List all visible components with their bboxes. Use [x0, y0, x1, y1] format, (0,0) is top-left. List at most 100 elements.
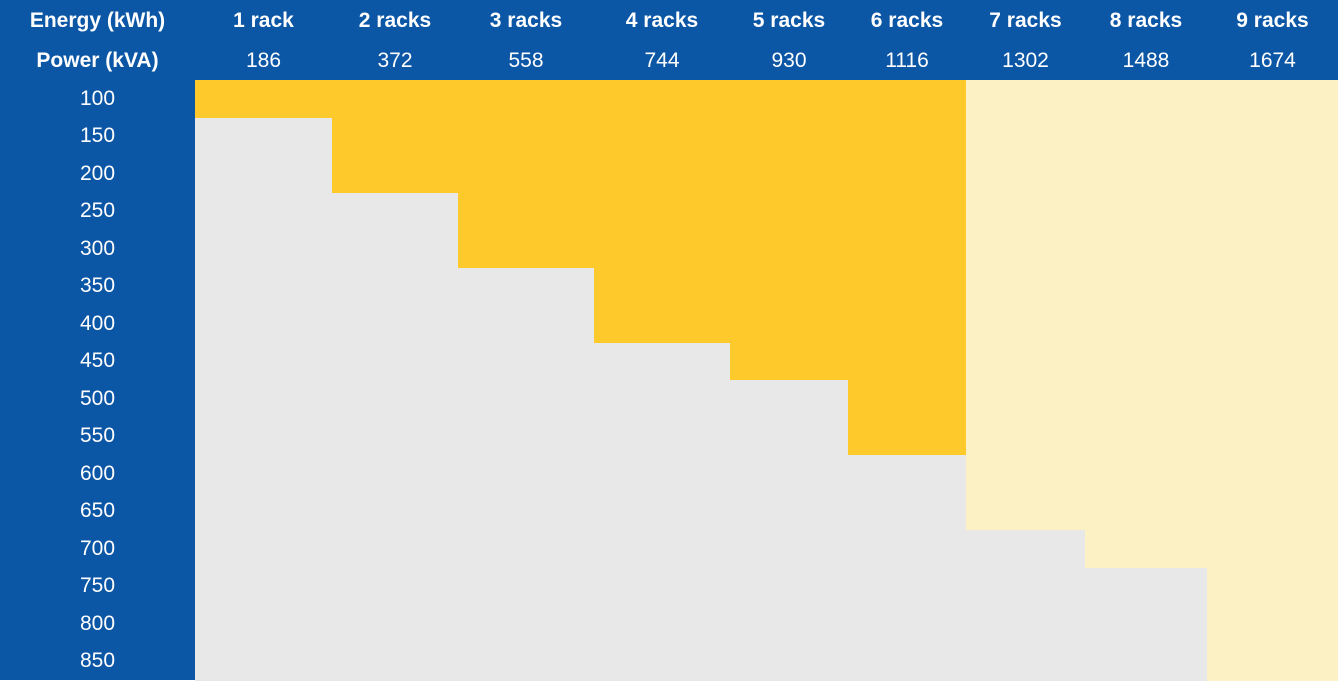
table-cell: [730, 642, 848, 681]
table-cell: [594, 342, 730, 381]
table-cell: [730, 380, 848, 418]
table-cell: [1085, 567, 1207, 606]
rack-header: 5 racks: [730, 0, 848, 42]
table-cell: [594, 417, 730, 456]
energy-value: 850: [0, 642, 195, 680]
table-cell: [966, 155, 1085, 193]
table-cell: [848, 530, 966, 568]
table-cell: [730, 267, 848, 306]
table-cell: [195, 267, 332, 306]
table-cell: [966, 530, 1085, 568]
table-cell: [195, 380, 332, 418]
energy-value: 800: [0, 605, 195, 643]
table-cell: [332, 305, 458, 343]
table-cell: [1207, 192, 1338, 231]
rack-header: 4 racks: [594, 0, 730, 42]
table-cell: [195, 155, 332, 193]
table-cell: [332, 80, 458, 118]
table-cell: [1207, 380, 1338, 418]
table-cell: [966, 642, 1085, 681]
table-cell: [848, 117, 966, 156]
table-cell: [966, 80, 1085, 118]
table-cell: [458, 380, 594, 418]
power-value: 1674: [1207, 42, 1338, 80]
table-cell: [848, 492, 966, 531]
table-cell: [594, 230, 730, 268]
table-cell: [730, 230, 848, 268]
table-cell: [594, 605, 730, 643]
table-cell: [848, 305, 966, 343]
table-cell: [1085, 417, 1207, 456]
table-cell: [594, 80, 730, 118]
table-cell: [1207, 230, 1338, 268]
table-cell: [1085, 117, 1207, 156]
table-cell: [1085, 530, 1207, 568]
table-cell: [1207, 642, 1338, 681]
energy-value: 200: [0, 155, 195, 193]
table-cell: [966, 455, 1085, 493]
table-cell: [195, 605, 332, 643]
table-cell: [458, 530, 594, 568]
table-cell: [730, 567, 848, 606]
table-cell: [1085, 455, 1207, 493]
rack-header: 1 rack: [195, 0, 332, 42]
energy-value: 700: [0, 530, 195, 568]
table-cell: [195, 492, 332, 531]
table-cell: [332, 492, 458, 531]
table-cell: [848, 642, 966, 681]
table-cell: [730, 530, 848, 568]
rack-header: 9 racks: [1207, 0, 1338, 42]
table-cell: [332, 117, 458, 156]
table-cell: [594, 267, 730, 306]
table-cell: [332, 267, 458, 306]
energy-value: 750: [0, 567, 195, 605]
power-value: 1302: [966, 42, 1085, 80]
table-cell: [966, 605, 1085, 643]
table-cell: [594, 117, 730, 156]
table-cell: [848, 605, 966, 643]
table-cell: [848, 155, 966, 193]
table-cell: [730, 455, 848, 493]
table-cell: [848, 192, 966, 231]
energy-value: 550: [0, 417, 195, 455]
table-cell: [594, 155, 730, 193]
table-cell: [730, 117, 848, 156]
energy-value: 100: [0, 80, 195, 118]
table-cell: [332, 192, 458, 231]
table-cell: [966, 380, 1085, 418]
table-cell: [458, 492, 594, 531]
rack-header: 2 racks: [332, 0, 458, 42]
table-cell: [458, 80, 594, 118]
table-cell: [848, 230, 966, 268]
table-cell: [1085, 192, 1207, 231]
table-cell: [1207, 117, 1338, 156]
table-cell: [594, 492, 730, 531]
table-cell: [966, 492, 1085, 531]
table-cell: [458, 305, 594, 343]
table-cell: [594, 305, 730, 343]
table-cell: [332, 455, 458, 493]
table-cell: [1085, 342, 1207, 381]
power-value: 930: [730, 42, 848, 80]
table-cell: [458, 567, 594, 606]
table-cell: [848, 380, 966, 418]
table-cell: [730, 342, 848, 381]
table-cell: [332, 230, 458, 268]
table-cell: [1207, 605, 1338, 643]
table-cell: [195, 642, 332, 681]
table-cell: [966, 305, 1085, 343]
table-cell: [848, 342, 966, 381]
table-cell: [848, 417, 966, 456]
energy-value: 450: [0, 342, 195, 380]
table-cell: [594, 192, 730, 231]
table-cell: [966, 117, 1085, 156]
table-cell: [730, 492, 848, 531]
table-cell: [195, 530, 332, 568]
table-cell: [195, 117, 332, 156]
table-cell: [966, 417, 1085, 456]
table-cell: [1207, 455, 1338, 493]
table-cell: [195, 305, 332, 343]
table-cell: [332, 155, 458, 193]
table-cell: [848, 267, 966, 306]
table-cell: [195, 455, 332, 493]
